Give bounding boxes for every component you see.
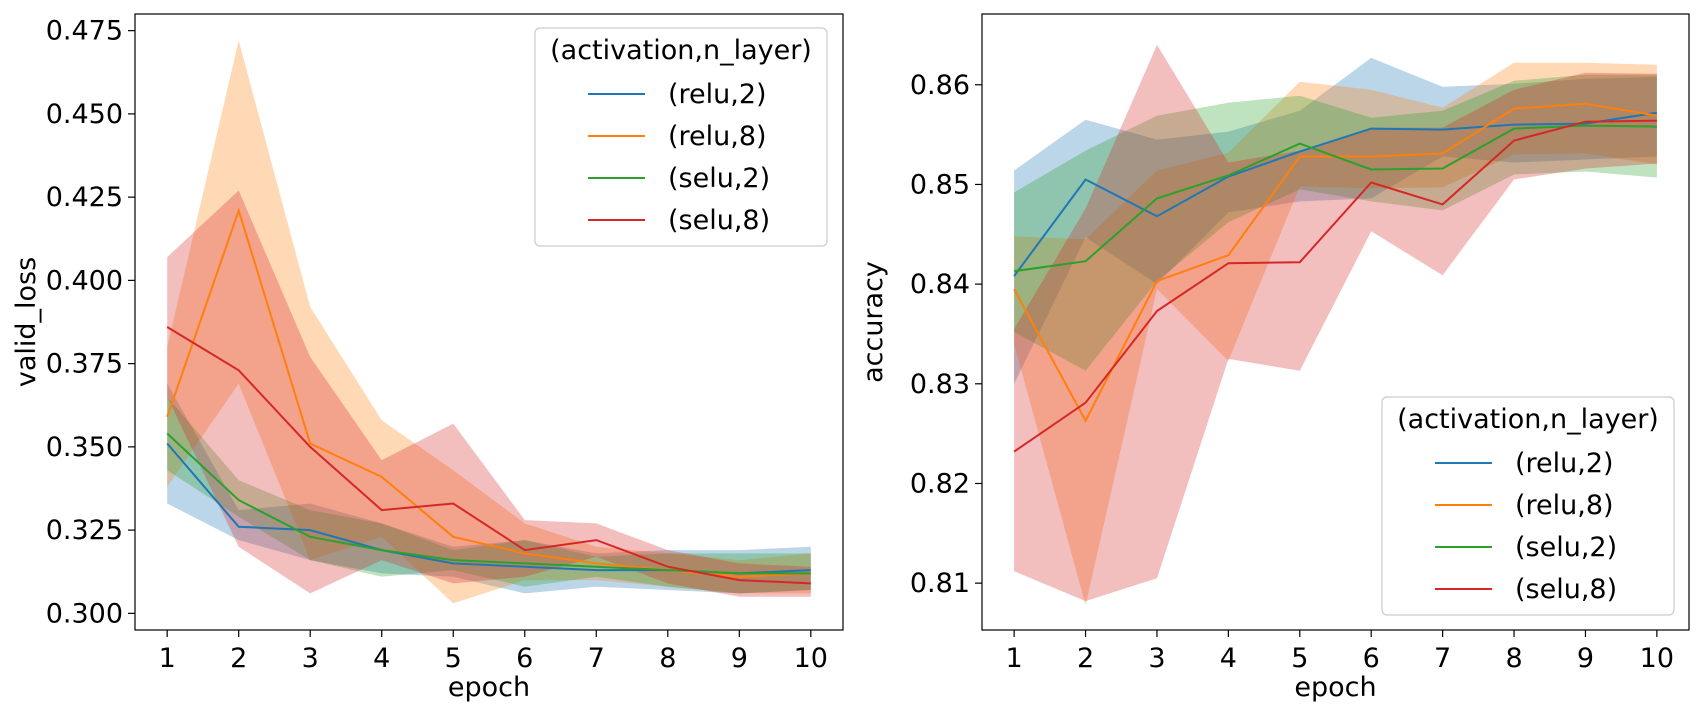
- confidence-band-4: [167, 190, 811, 597]
- confidence-band-3: [1014, 74, 1657, 371]
- y-axis-label: valid_loss: [11, 257, 42, 387]
- series-line-3: [166, 432, 811, 575]
- x-axis-label: epoch: [448, 672, 530, 703]
- legend: (activation,n_layer) (relu,2) (relu,8) (sel…: [1381, 396, 1675, 616]
- y-tick-label: 0.450: [46, 99, 123, 130]
- legend-label: (selu,8): [668, 205, 770, 236]
- legend-label: (relu,8): [1515, 490, 1614, 521]
- confidence-band-4: [1014, 44, 1657, 602]
- series-line-4: [166, 326, 811, 585]
- x-tick-label: 7: [1434, 643, 1451, 674]
- x-axis-label: epoch: [1294, 672, 1376, 703]
- y-tick-label: 0.86: [910, 70, 970, 101]
- y-tick-label: 0.400: [46, 265, 123, 296]
- x-tick-label: 4: [373, 643, 390, 674]
- x-tick-label: 3: [302, 643, 319, 674]
- x-tick-label: 4: [1220, 643, 1237, 674]
- y-tick-label: 0.425: [46, 182, 123, 213]
- plot-frame: [134, 13, 844, 631]
- series-line-3: [1013, 124, 1657, 273]
- legend-label: (selu,2): [668, 163, 770, 194]
- y-tick-label: 0.81: [910, 568, 970, 599]
- y-tick-label: 0.325: [46, 515, 123, 546]
- x-tick-label: 10: [1640, 643, 1674, 674]
- x-tick-label: 7: [588, 643, 605, 674]
- x-tick-label: 8: [659, 643, 676, 674]
- x-tick-label: 8: [1505, 643, 1522, 674]
- x-tick-label: 2: [230, 643, 247, 674]
- legend-label: (relu,2): [1515, 448, 1614, 479]
- y-tick-label: 0.475: [46, 16, 123, 47]
- plot-frame: [981, 13, 1690, 631]
- x-tick-label: 5: [1291, 643, 1308, 674]
- legend-label: (relu,2): [668, 79, 767, 110]
- confidence-band-3: [167, 396, 811, 594]
- y-tick-label: 0.84: [910, 269, 970, 300]
- y-tick-label: 0.82: [910, 468, 970, 499]
- legend-title: (activation,n_layer): [550, 35, 812, 66]
- chart-2: 1 2 3 4 5 6 7 8 9 10 0.81 0.82 0.83 0.84 0.85 0.86 epoch…: [858, 13, 1690, 703]
- y-tick-label: 0.375: [46, 349, 123, 380]
- x-tick-label: 6: [1363, 643, 1380, 674]
- y-tick-label: 0.350: [46, 432, 123, 463]
- x-tick-label: 6: [516, 643, 533, 674]
- y-tick-label: 0.83: [910, 369, 970, 400]
- x-tick-label: 2: [1077, 643, 1094, 674]
- x-tick-label: 9: [1577, 643, 1594, 674]
- legend-title: (activation,n_layer): [1397, 404, 1659, 435]
- x-tick-label: 1: [1006, 643, 1023, 674]
- series-line-4: [1013, 119, 1657, 453]
- x-tick-label: 5: [445, 643, 462, 674]
- x-tick-label: 3: [1148, 643, 1165, 674]
- x-tick-label: 9: [731, 643, 748, 674]
- confidence-band-2: [1014, 62, 1657, 606]
- y-tick-label: 0.85: [910, 169, 970, 200]
- x-tick-label: 10: [794, 643, 828, 674]
- legend-label: (relu,8): [668, 121, 767, 152]
- chart-1: 1 2 3 4 5 6 7 8 9 10 0.300 0.325 0.350 0.375 0.400 0.42…: [11, 13, 844, 703]
- legend: (activation,n_layer) (relu,2) (relu,8) (sel…: [534, 27, 828, 247]
- legend-label: (selu,8): [1515, 574, 1617, 605]
- x-tick-label: 1: [159, 643, 176, 674]
- legend-box: [1381, 396, 1675, 616]
- y-tick-label: 0.300: [46, 598, 123, 629]
- legend-label: (selu,2): [1515, 532, 1617, 563]
- y-axis-label: accuracy: [858, 261, 889, 383]
- series-line-1: [1013, 111, 1658, 277]
- legend-box: [534, 27, 828, 247]
